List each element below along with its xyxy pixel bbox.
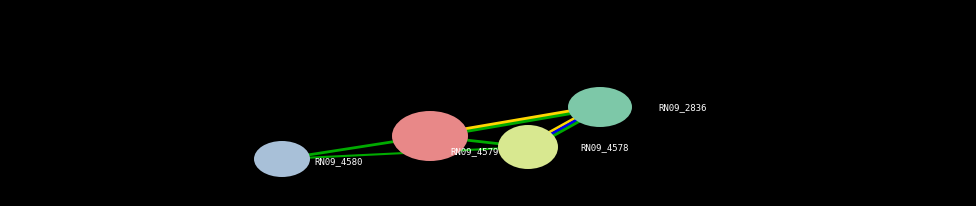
Ellipse shape [568,88,632,127]
Text: RN09_4579: RN09_4579 [450,147,499,156]
Ellipse shape [392,111,468,161]
Text: RN09_2836: RN09_2836 [658,103,707,112]
Ellipse shape [254,141,310,177]
Text: RN09_4580: RN09_4580 [314,157,362,166]
Ellipse shape [498,125,558,169]
Text: RN09_4578: RN09_4578 [580,143,629,152]
